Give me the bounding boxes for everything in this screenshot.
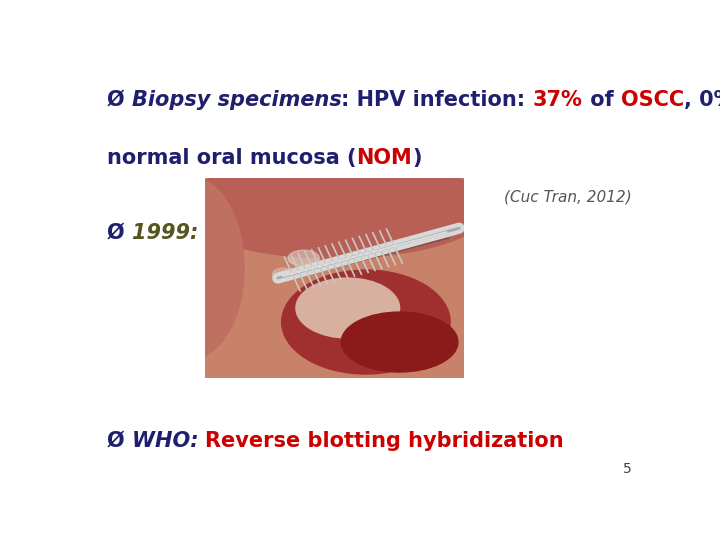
Ellipse shape	[296, 278, 400, 338]
Ellipse shape	[140, 178, 244, 358]
Text: : HPV infection:: : HPV infection:	[341, 90, 533, 110]
Text: Ø: Ø	[107, 90, 132, 110]
Text: Ø: Ø	[107, 431, 132, 451]
Text: Ø: Ø	[107, 223, 132, 243]
Text: , 0% of: , 0% of	[684, 90, 720, 110]
Text: (Cuc Tran, 2012): (Cuc Tran, 2012)	[503, 190, 631, 205]
Ellipse shape	[273, 268, 293, 280]
Text: 5: 5	[623, 462, 631, 476]
Text: 1999: Cytology in dentistry.: 1999: Cytology in dentistry.	[132, 223, 459, 243]
Text: OSCC: OSCC	[621, 90, 684, 110]
Text: ): )	[412, 148, 421, 168]
Text: Biopsy specimens: Biopsy specimens	[132, 90, 341, 110]
Text: of: of	[582, 90, 621, 110]
Text: NOM: NOM	[356, 148, 412, 168]
Ellipse shape	[179, 158, 490, 258]
Text: Reverse blotting hybridization: Reverse blotting hybridization	[205, 431, 564, 451]
Text: 37%: 37%	[533, 90, 582, 110]
Text: WHO:: WHO:	[132, 431, 205, 451]
Text: normal oral mucosa (: normal oral mucosa (	[107, 148, 356, 168]
Ellipse shape	[282, 270, 450, 374]
Ellipse shape	[341, 312, 458, 372]
Ellipse shape	[288, 250, 319, 266]
